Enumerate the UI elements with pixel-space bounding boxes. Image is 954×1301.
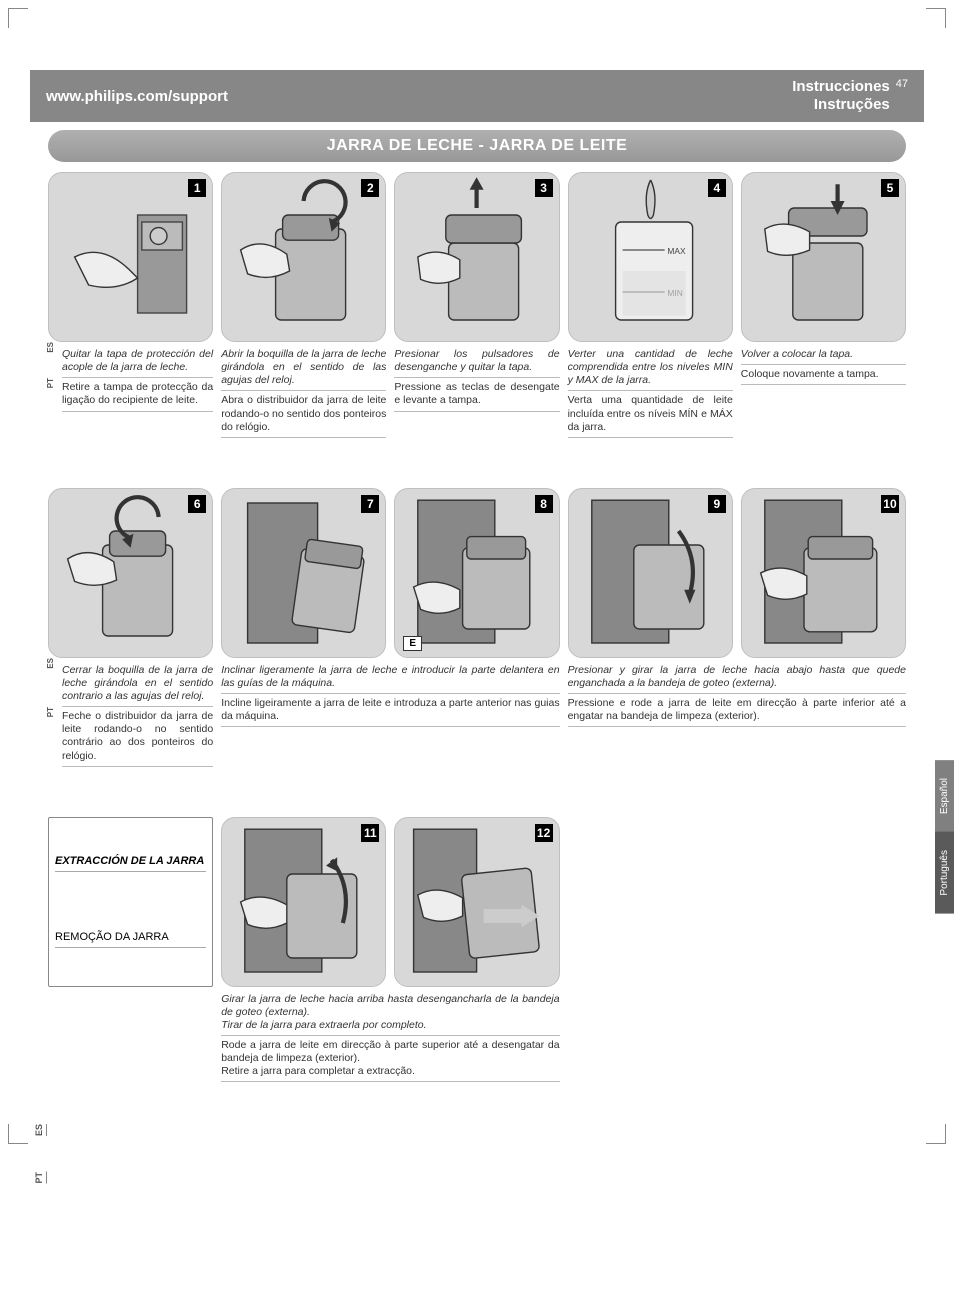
caption-pt: Pressione e rode a jarra de leite em dir… <box>568 697 906 727</box>
caption-es: Presionar y girar la jarra de leche haci… <box>568 664 906 694</box>
caption-es: Girar la jarra de leche hacia arriba has… <box>221 993 559 1036</box>
step-7-8: 7 8 E Inclinar ligeramente la jarra de l… <box>221 488 559 767</box>
removal-title-es: EXTRACCIÓN DE LA JARRA <box>55 855 206 872</box>
step-number: 1 <box>188 179 206 197</box>
step-1: 1 ES Quitar la tapa de protección del ac… <box>48 172 213 438</box>
step-illustration: 12 <box>394 817 559 987</box>
step-illustration: 3 <box>394 172 559 342</box>
caption-pt: Pressione as teclas de desengate e levan… <box>394 381 559 411</box>
removal-title-pt: REMOÇÃO DA JARRA <box>55 931 206 948</box>
step-number: 8 <box>535 495 553 513</box>
step-4: MAXMIN 4 Verter una cantidad de leche co… <box>568 172 733 438</box>
step-number: 12 <box>535 824 553 842</box>
caption-pt: Feche o distribuidor da jarra de leite r… <box>62 710 213 767</box>
caption-es: Cerrar la boquilla de la jarra de leche … <box>62 664 213 707</box>
caption-es: Volver a colocar la tapa. <box>741 348 906 365</box>
side-language-tabs: Español Português <box>935 760 954 914</box>
step-number: 5 <box>881 179 899 197</box>
section-title: JARRA DE LECHE - JARRA DE LEITE <box>48 130 906 162</box>
svg-text:MAX: MAX <box>667 246 686 256</box>
step-number: 4 <box>708 179 726 197</box>
step-number: 11 <box>361 824 379 842</box>
header-title-pt: Instruções <box>792 96 890 114</box>
margin-es: ES <box>34 1124 47 1136</box>
steps-row-3: EXTRACCIÓN DE LA JARRA REMOÇÃO DA JARRA … <box>48 817 906 1083</box>
caption-pt: Incline ligeiramente a jarra de leite e … <box>221 697 559 727</box>
step-11-12: 11 12 Girar la jarra de leche hacia arri… <box>221 817 559 1083</box>
steps-row-1: 1 ES Quitar la tapa de protección del ac… <box>48 172 906 438</box>
margin-pt: PT <box>34 1172 47 1184</box>
steps-row-2: 6 ES Cerrar la boquilla de la jarra de l… <box>48 488 906 767</box>
step-illustration: 1 <box>48 172 213 342</box>
inset-label: E <box>403 636 422 651</box>
header-title-es: Instrucciones <box>792 78 890 96</box>
step-illustration: 10 <box>741 488 906 658</box>
margin-lang-markers: ES PT <box>34 1124 47 1184</box>
step-5: 5 Volver a colocar la tapa. Coloque nova… <box>741 172 906 438</box>
step-number: 2 <box>361 179 379 197</box>
page-header: www.philips.com/support Instrucciones In… <box>30 70 924 122</box>
lang-badge-es: ES <box>46 658 55 669</box>
step-number: 6 <box>188 495 206 513</box>
step-illustration: 7 <box>221 488 386 658</box>
lang-badge-pt: PT <box>46 707 55 717</box>
caption-pt: Abra o distribuidor da jarra de leite ro… <box>221 394 386 437</box>
page-number: 47 <box>896 78 908 91</box>
caption-pt: Verta uma quantidade de leite incluída e… <box>568 394 733 437</box>
step-illustration: 6 <box>48 488 213 658</box>
caption-pt: Coloque novamente a tampa. <box>741 368 906 385</box>
step-6: 6 ES Cerrar la boquilla de la jarra de l… <box>48 488 213 767</box>
step-number: 3 <box>535 179 553 197</box>
step-number: 10 <box>881 495 899 513</box>
removal-title-box: EXTRACCIÓN DE LA JARRA REMOÇÃO DA JARRA <box>48 817 213 1083</box>
step-illustration: 11 <box>221 817 386 987</box>
caption-es: Presionar los pulsadores de desenganche … <box>394 348 559 378</box>
step-number: 7 <box>361 495 379 513</box>
step-illustration: 9 <box>568 488 733 658</box>
step-3: 3 Presionar los pulsadores de desenganch… <box>394 172 559 438</box>
caption-es: Inclinar ligeramente la jarra de leche e… <box>221 664 559 694</box>
caption-pt: Rode a jarra de leite em direcção à part… <box>221 1039 559 1082</box>
step-number: 9 <box>708 495 726 513</box>
step-illustration: 2 <box>221 172 386 342</box>
step-illustration: 5 <box>741 172 906 342</box>
side-tab-pt: Português <box>935 832 954 914</box>
step-illustration: 8 E <box>394 488 559 658</box>
step-illustration: MAXMIN 4 <box>568 172 733 342</box>
caption-pt: Retire a tampa de protecção da ligação d… <box>62 381 213 411</box>
manual-page: www.philips.com/support Instrucciones In… <box>0 0 954 1152</box>
step-2: 2 Abrir la boquilla de la jarra de leche… <box>221 172 386 438</box>
step-9-10: 9 10 Presionar y girar la jarra de leche… <box>568 488 906 767</box>
caption-es: Abrir la boquilla de la jarra de leche g… <box>221 348 386 391</box>
caption-es: Verter una cantidad de leche comprendida… <box>568 348 733 391</box>
side-tab-es: Español <box>935 760 954 832</box>
lang-badge-es: ES <box>46 342 55 353</box>
caption-es: Quitar la tapa de protección del acople … <box>62 348 213 378</box>
support-url: www.philips.com/support <box>46 88 228 105</box>
lang-badge-pt: PT <box>46 378 55 388</box>
header-titles: Instrucciones Instruções 47 <box>792 78 908 114</box>
